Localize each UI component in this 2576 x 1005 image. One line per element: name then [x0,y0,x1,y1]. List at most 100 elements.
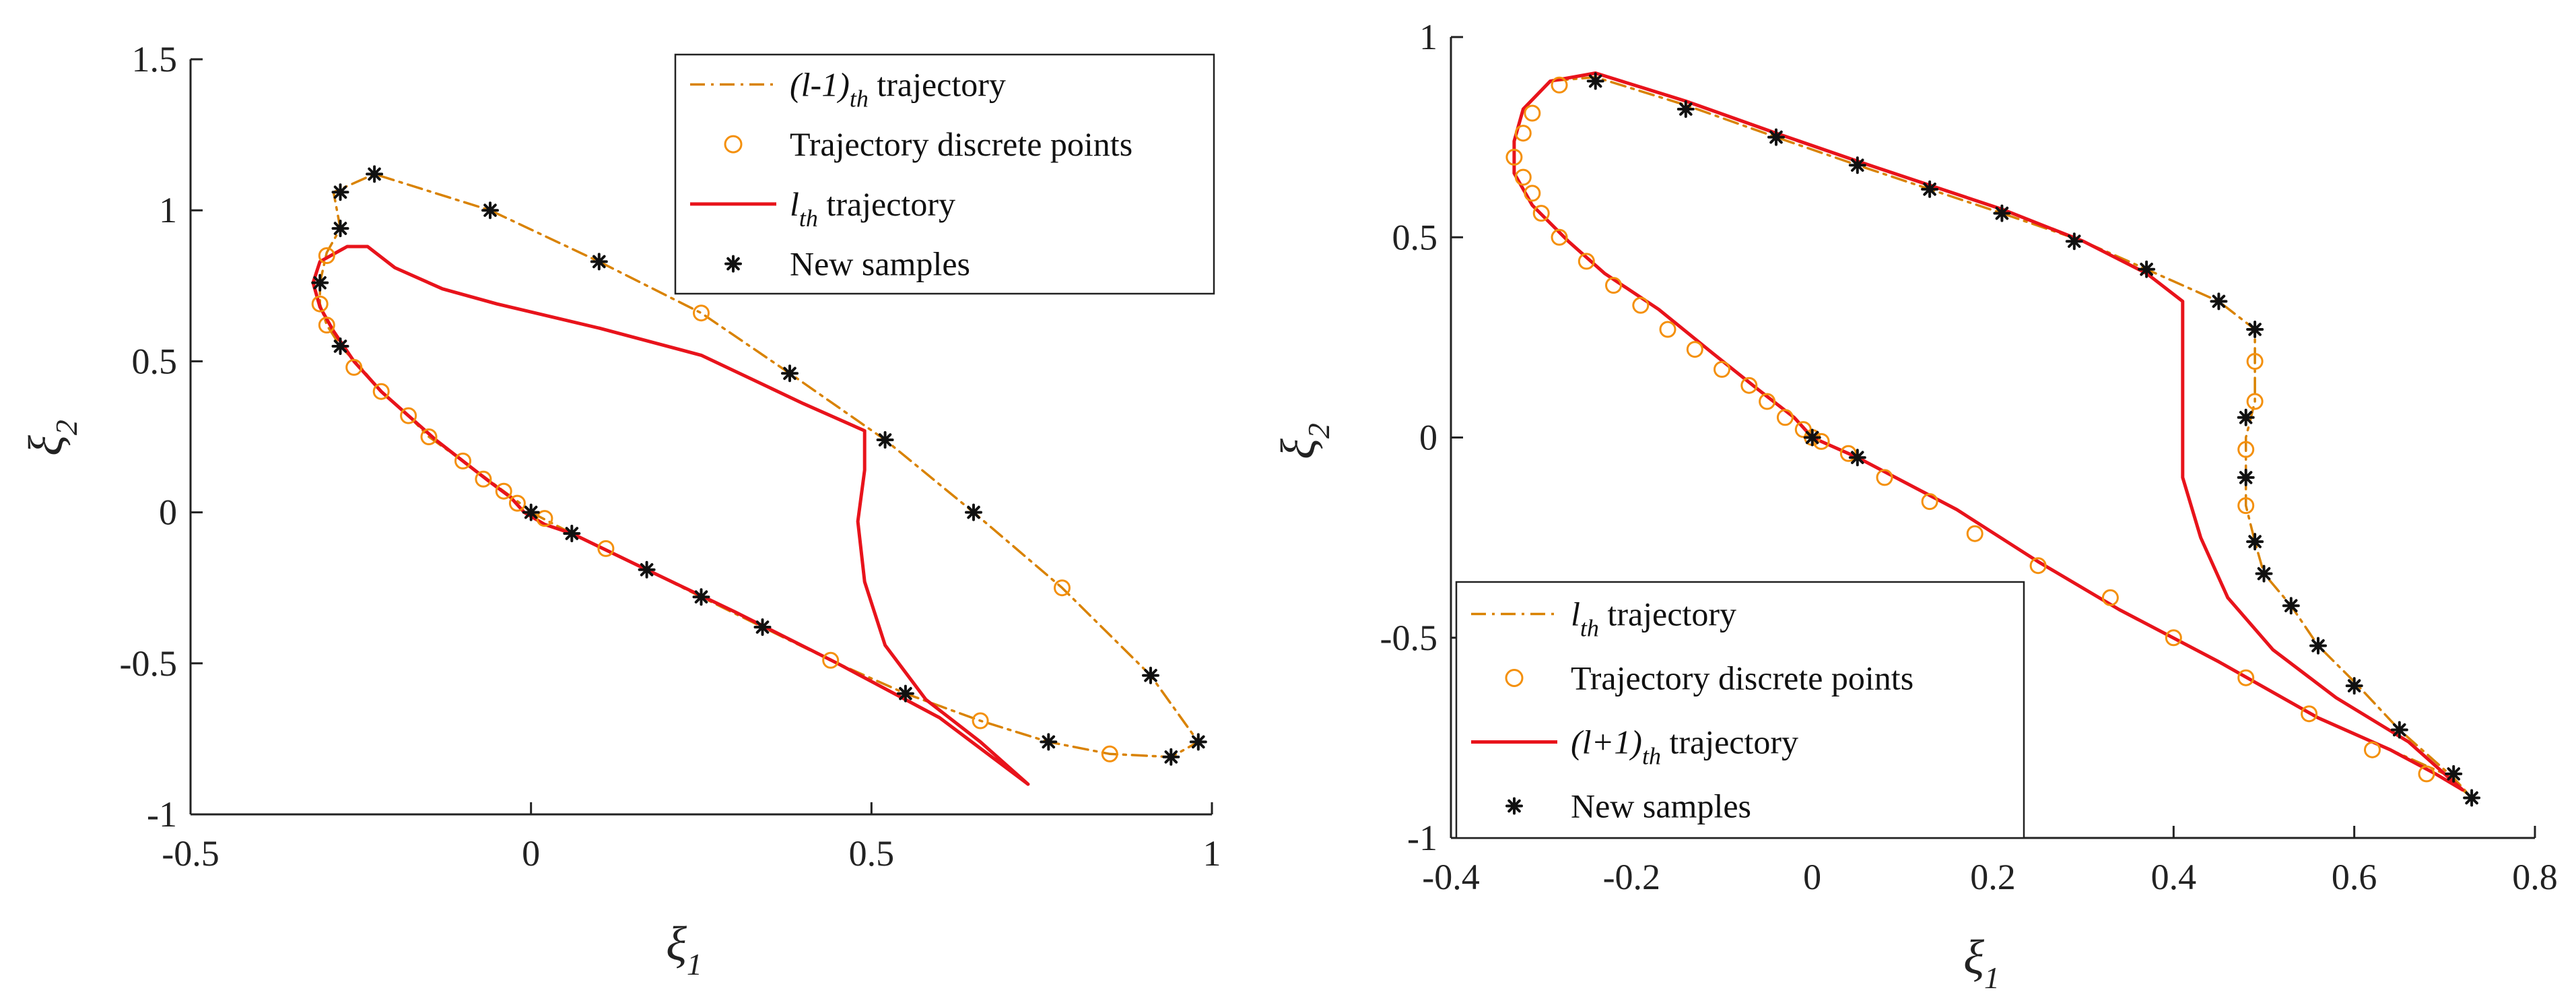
legend-label-sub: th [1642,743,1661,770]
discrete-point-marker [318,317,335,334]
legend-label: New samples [1571,787,1751,825]
new-sample-marker [331,220,349,238]
legend-label: New samples [790,245,970,283]
legend-label-main: Trajectory discrete points [790,125,1132,163]
new-sample-marker [522,503,540,521]
new-sample-marker [563,525,581,542]
legend-label-sub: th [1580,615,1599,642]
new-sample-marker [2390,721,2408,739]
discrete-point-marker [1532,205,1550,222]
new-sample-marker [1993,204,2011,222]
y-tick-label: 1.5 [132,39,178,79]
x-axis-label-sub: 1 [1984,961,2000,995]
new-sample-marker [590,253,608,271]
legend-label-sub: th [799,205,818,232]
legend-label-main: (l-1) [790,65,850,103]
x-tick-label: 0 [1803,857,1821,897]
legend-key-discrete-points [724,135,743,154]
y-axis-label-main: ξ [19,435,73,456]
discrete-point-marker [1714,360,1730,378]
new-sample-marker [2246,533,2264,551]
discrete-point-marker [2237,669,2255,686]
y-axis-label-sub: 2 [49,420,83,435]
legend-label: Trajectory discrete points [1571,659,1913,697]
y-tick-label: -1 [147,794,177,835]
legend-box [674,53,1215,295]
new-sample-marker [366,165,384,183]
y-tick-label: 0.5 [132,341,178,381]
discrete-point-marker [1524,104,1541,122]
discrete-point-marker [1839,445,1857,462]
y-tick-label: -0.5 [1380,618,1437,658]
legend-label-suffix: trajectory [818,185,955,223]
new-sample-marker [753,618,772,636]
new-sample-marker [311,273,329,292]
y-tick-label: 0 [159,492,177,533]
new-sample-marker [1586,72,1604,90]
discrete-point-marker [597,540,615,557]
y-tick-label: -0.5 [120,643,177,684]
discrete-point-marker [2246,393,2264,410]
new-sample-marker [2282,597,2300,615]
discrete-point-marker [1054,579,1071,597]
new-sample-marker [2237,408,2255,426]
discrete-point-marker [1966,525,1984,542]
new-sample-marker [876,431,894,449]
x-axis-label: ξ1 [666,917,702,981]
legend-box [1455,581,2025,839]
new-sample-marker [1848,449,1866,467]
new-sample-marker [2463,789,2481,807]
discrete-point-marker [1505,148,1523,166]
discrete-point-marker [1876,469,1893,486]
discrete-point-marker [475,470,492,488]
discrete-point-marker [2237,497,2255,515]
new-sample-marker [1803,428,1821,447]
x-tick-label: -0.5 [162,833,219,874]
discrete-point-marker [1686,341,1703,358]
new-sample-marker [638,560,656,579]
new-trajectory-line [311,245,1030,786]
discrete-point-marker [2418,765,2435,783]
discrete-point-marker [1605,277,1622,294]
discrete-point-marker [2246,353,2264,370]
legend-label-main: l [1571,595,1580,633]
new-sample-marker [1676,100,1695,118]
x-tick-label: 0.8 [2512,857,2558,897]
discrete-point-marker [2301,705,2318,723]
legend-label: lth trajectory [790,185,955,232]
discrete-point-marker [1514,125,1532,142]
new-sample-marker [1767,128,1785,146]
x-tick-label: -0.4 [1422,857,1479,897]
discrete-point-marker [2364,741,2381,758]
y-axis-label-main: ξ [1271,439,1325,459]
new-sample-marker [2210,292,2228,311]
x-axis-label-main: ξ [666,917,687,971]
new-sample-marker [1162,748,1180,766]
legend-label: lth trajectory [1571,595,1736,642]
new-sample-marker [331,183,349,201]
new-sample-marker [692,588,710,606]
discrete-point-marker [1578,253,1595,270]
y-tick-label: 1 [1419,17,1437,57]
discrete-point-marker [2237,441,2255,458]
new-sample-marker [2309,637,2327,655]
discrete-point-marker [2029,557,2047,575]
y-tick-label: 1 [159,190,177,230]
discrete-point-marker [454,452,471,469]
new-sample-marker [331,337,349,355]
new-sample-marker [1848,156,1866,174]
new-sample-marker [1189,733,1207,751]
legend-label-sub: th [850,85,869,112]
legend-label-main: New samples [1571,787,1751,825]
discrete-point-marker [372,383,390,400]
y-axis-label: ξ2 [1271,423,1336,459]
discrete-point-marker [1921,493,1938,511]
new-sample-marker [2065,232,2083,251]
legend-label-main: Trajectory discrete points [1571,659,1913,697]
legend-label-main: (l+1) [1571,723,1642,761]
discrete-point-marker [1101,745,1118,763]
x-tick-label: 0 [522,833,540,874]
